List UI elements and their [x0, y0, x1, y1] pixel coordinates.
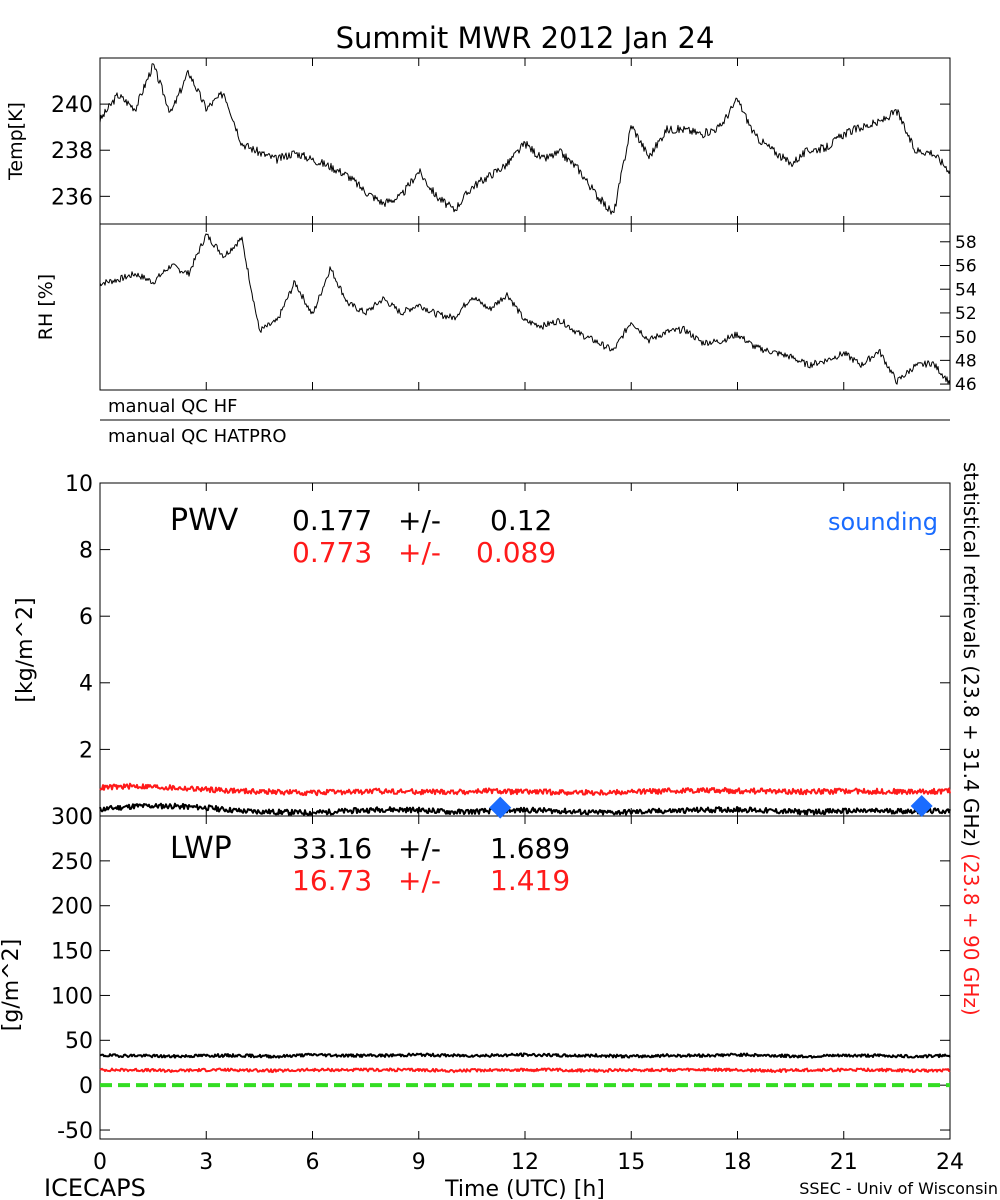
- sounding-marker: [910, 795, 933, 818]
- chart-marks: 236238240464850525456580246810-500501001…: [51, 58, 977, 1175]
- lwp-stat-red-std: 1.419: [490, 864, 570, 897]
- sounding-marker: [489, 796, 512, 819]
- rh-ytick-label: 50: [955, 328, 977, 348]
- temp-ylabel: Temp[K]: [5, 102, 27, 181]
- rh-ytick-label: 46: [955, 375, 977, 395]
- temp-ytick-label: 240: [51, 93, 93, 118]
- lwp-series-black: [99, 1052, 951, 1059]
- lwp-stat-black-sep: +/-: [398, 832, 441, 865]
- side-label-red: (23.8 + 90 GHz): [959, 853, 983, 1015]
- x-tick-label: 12: [511, 1150, 539, 1175]
- chart-title: Summit MWR 2012 Jan 24: [336, 21, 715, 55]
- x-tick-label: 21: [830, 1150, 858, 1175]
- x-tick-label: 6: [306, 1150, 320, 1175]
- lwp-ytick-label: 250: [51, 850, 93, 875]
- pwv-stat-red-std: 0.089: [476, 536, 556, 569]
- pwv-ytick-label: 0: [79, 805, 93, 830]
- rh-ytick-label: 58: [955, 233, 977, 253]
- x-tick-label: 18: [724, 1150, 752, 1175]
- temp-ytick-label: 238: [51, 139, 93, 164]
- qc-label-hf: manual QC HF: [108, 396, 237, 417]
- lwp-ytick-label: 300: [51, 805, 93, 830]
- pwv-stat-black-mean: 0.177: [292, 504, 372, 537]
- pwv-stat-black-std: 0.12: [490, 504, 552, 537]
- lwp-stat-red-sep: +/-: [398, 864, 441, 897]
- lwp-ytick-label: 150: [51, 940, 93, 965]
- x-tick-label: 24: [936, 1150, 964, 1175]
- temp-series-black: [99, 63, 951, 215]
- lwp-ytick-label: 200: [51, 895, 93, 920]
- pwv-ylabel: [kg/m^2]: [13, 597, 38, 702]
- x-tick-label: 9: [412, 1150, 426, 1175]
- rh-ytick-label: 56: [955, 257, 977, 277]
- pwv-ytick-label: 2: [79, 738, 93, 763]
- pwv-stat-red-mean: 0.773: [292, 536, 372, 569]
- pwv-series-red: [99, 782, 951, 797]
- pwv-ytick-label: 4: [79, 672, 93, 697]
- side-label: statistical retrievals (23.8 + 31.4 GHz)…: [959, 462, 983, 1016]
- rh-ytick-label: 48: [955, 351, 977, 371]
- lwp-ylabel: [g/m^2]: [0, 939, 24, 1031]
- lwp-ytick-label: 50: [65, 1029, 93, 1054]
- rh-ytick-label: 54: [955, 280, 977, 300]
- pwv-ytick-label: 10: [65, 472, 93, 497]
- x-axis-title: Time (UTC) [h]: [444, 1177, 605, 1200]
- footer-left: ICECAPS: [44, 1174, 146, 1200]
- rh-series-black: [99, 233, 951, 385]
- pwv-stat-black-sep: +/-: [398, 504, 441, 537]
- pwv-ytick-label: 8: [79, 539, 93, 564]
- temp-ytick-label: 236: [51, 185, 93, 210]
- footer-right: SSEC - Univ of Wisconsin: [799, 1179, 998, 1198]
- lwp-stat-red-mean: 16.73: [292, 864, 372, 897]
- x-tick-label: 15: [617, 1150, 645, 1175]
- pwv-ytick-label: 6: [79, 605, 93, 630]
- pwv-panel-label: PWV: [170, 503, 239, 538]
- lwp-panel-label: LWP: [170, 831, 232, 866]
- lwp-stat-black-mean: 33.16: [292, 832, 372, 865]
- pwv-stat-red-sep: +/-: [398, 536, 441, 569]
- x-tick-label: 3: [199, 1150, 213, 1175]
- lwp-ytick-label: 0: [79, 1074, 93, 1099]
- lwp-series-red: [99, 1067, 951, 1074]
- pwv-series-black: [99, 802, 951, 816]
- rh-ylabel: RH [%]: [35, 274, 57, 340]
- rh-ytick-label: 52: [955, 304, 977, 324]
- x-tick-label: 0: [93, 1150, 107, 1175]
- lwp-stat-black-std: 1.689: [490, 832, 570, 865]
- lwp-ytick-label: 100: [51, 984, 93, 1009]
- rh-panel-frame: [99, 223, 951, 391]
- side-label-black: statistical retrievals (23.8 + 31.4 GHz): [959, 462, 983, 847]
- sounding-legend: sounding: [828, 508, 938, 536]
- lwp-ytick-label: -50: [57, 1119, 93, 1144]
- temp-panel-frame: [99, 57, 951, 225]
- qc-label-hatpro: manual QC HATPRO: [108, 426, 287, 447]
